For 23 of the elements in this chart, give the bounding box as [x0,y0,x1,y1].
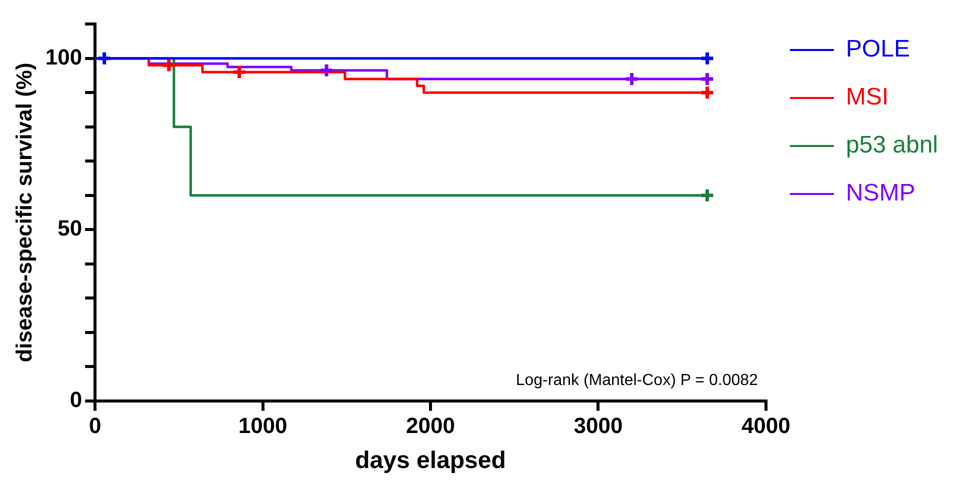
y-tick-label: 0 [70,386,82,412]
legend-label: POLE [846,36,910,63]
y-axis-title: disease-specific survival (%) [11,62,36,362]
point [161,58,177,74]
legend-label: NSMP [846,180,916,207]
y-tick-label: 100 [45,44,82,70]
x-tick-label: 1000 [238,413,288,438]
point [699,84,715,100]
point [699,188,715,204]
point [699,50,715,66]
x-tick-label: 4000 [741,413,790,438]
x-tick-label: 0 [88,413,102,438]
point [232,64,248,80]
annotation: Log-rank (Mantel-Cox) P = 0.0082 [516,372,758,390]
point [624,71,640,87]
legend-label: MSI [846,84,889,111]
x-axis-title: days elapsed [355,447,506,474]
x-tick-label: 3000 [574,413,623,438]
x-tick-label: 2000 [406,413,455,438]
point [699,71,715,87]
y-tick-label: 50 [58,216,82,241]
legend-label: p53 abnl [846,132,938,159]
point [318,62,334,78]
